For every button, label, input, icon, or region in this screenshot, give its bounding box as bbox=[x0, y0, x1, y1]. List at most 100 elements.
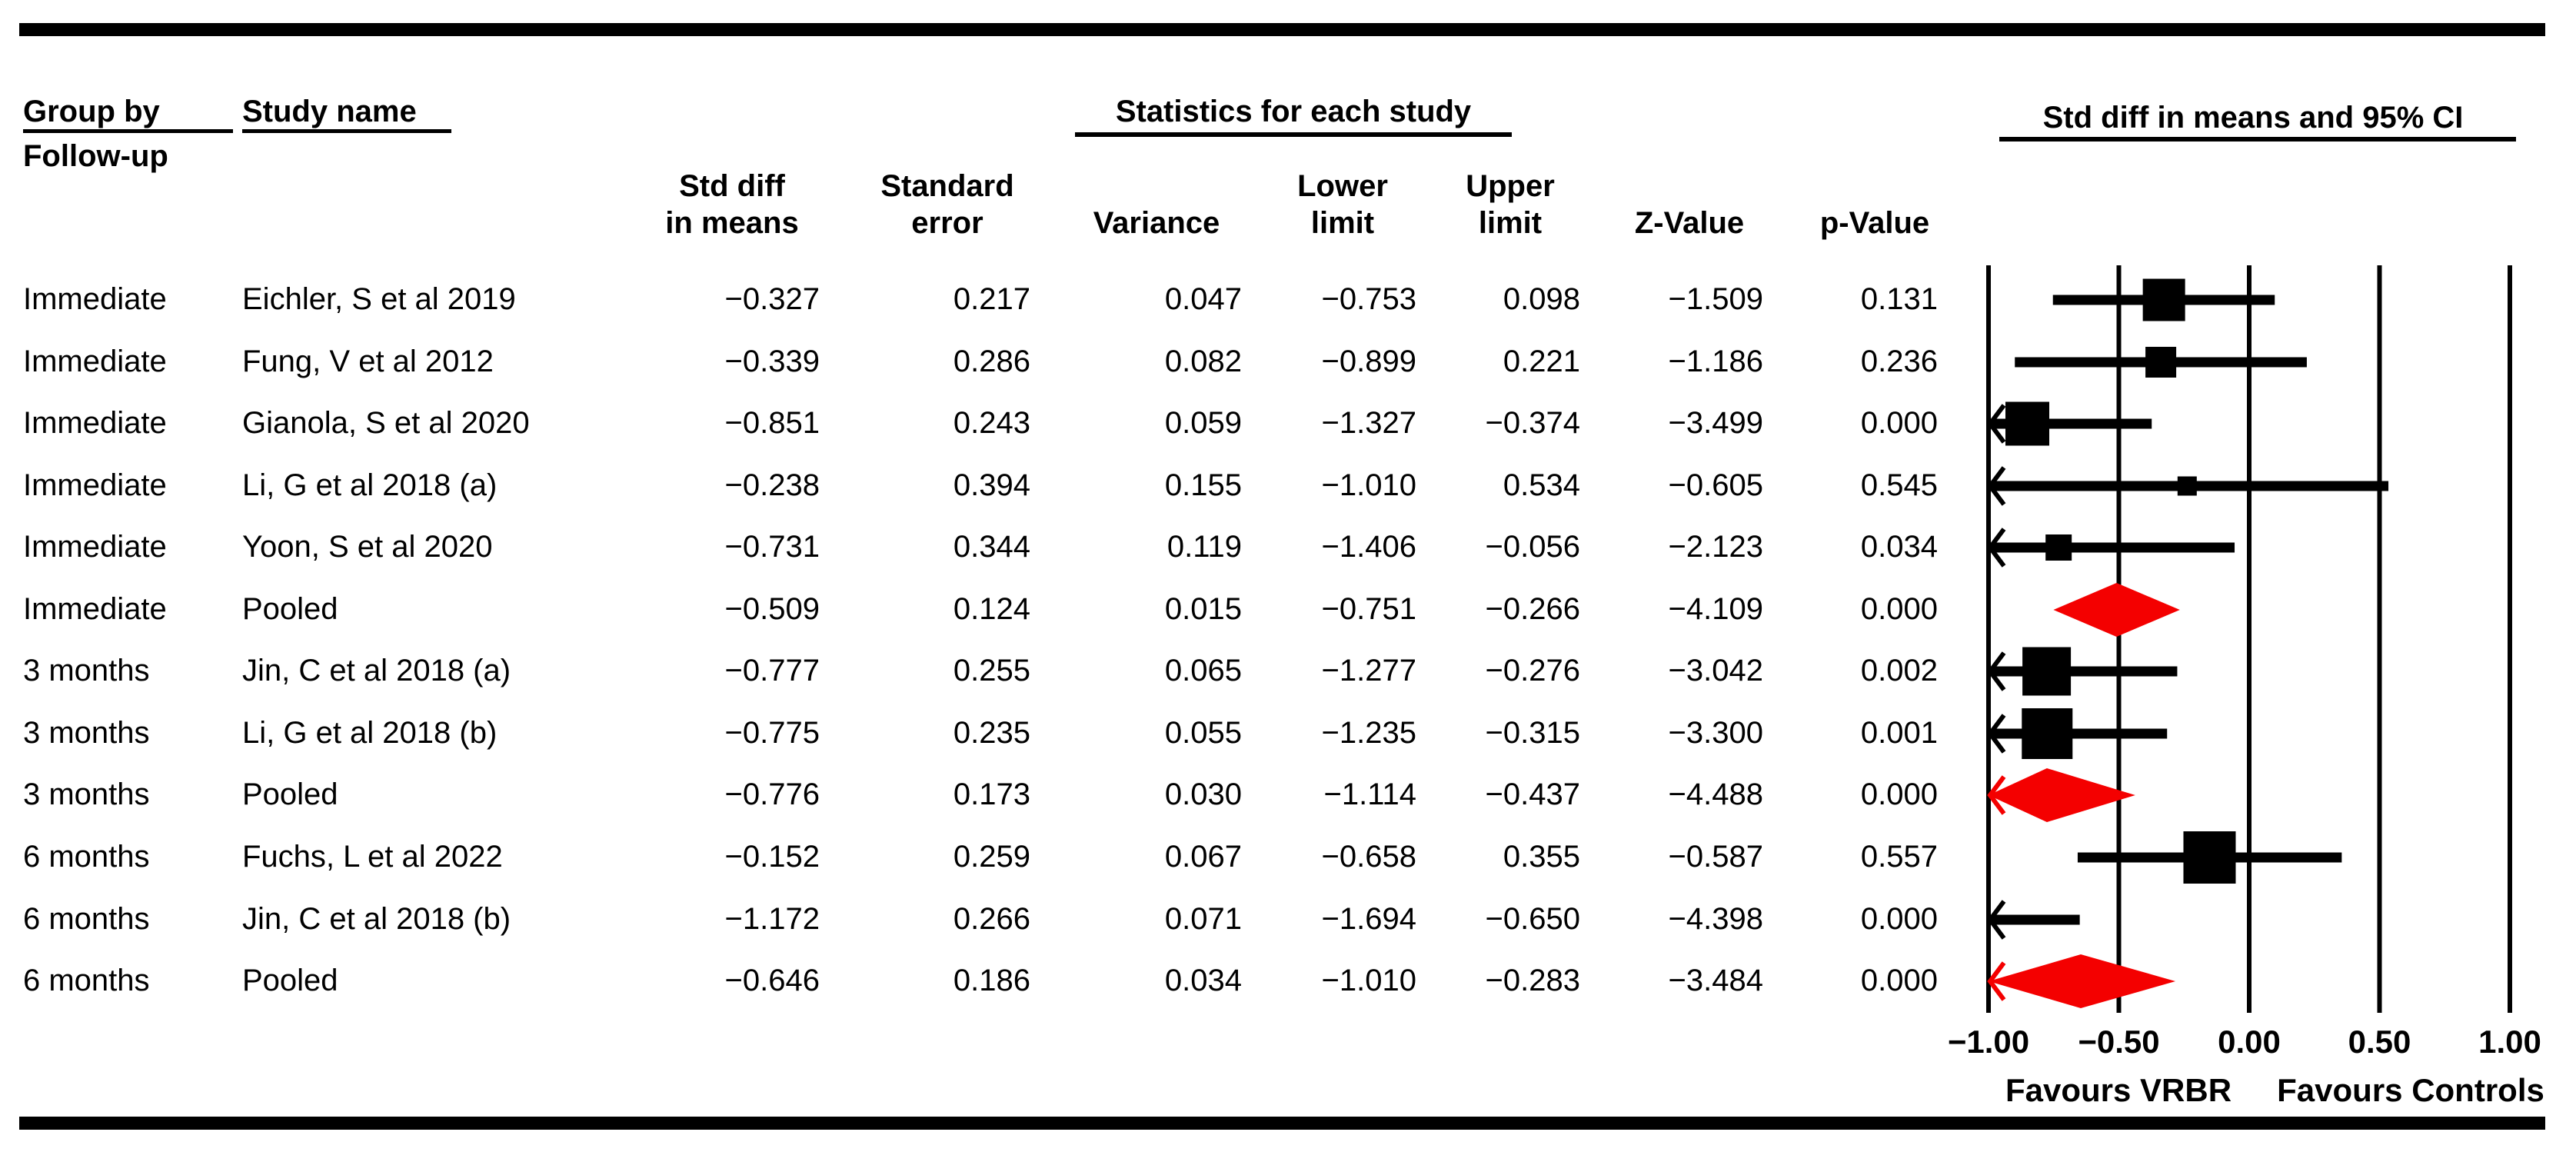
stat-cell: −0.327 bbox=[724, 282, 820, 316]
stat-cell: 0.119 bbox=[1167, 530, 1242, 564]
clip-arrow-icon bbox=[1987, 714, 2006, 754]
column-header-line2: limit bbox=[1310, 206, 1375, 240]
group-cell: 6 months bbox=[23, 964, 150, 997]
stat-cell: −0.658 bbox=[1321, 840, 1416, 874]
stat-cell: −1.010 bbox=[1321, 468, 1416, 502]
pooled-diamond bbox=[1989, 954, 2176, 1008]
stat-cell: 0.034 bbox=[1860, 530, 1938, 564]
group-cell: 3 months bbox=[23, 716, 150, 750]
effect-square bbox=[2005, 401, 2050, 446]
column-header-line1: Upper bbox=[1466, 169, 1555, 203]
top-rule bbox=[19, 23, 2545, 36]
group-cell: 6 months bbox=[23, 840, 150, 874]
group-cell: Immediate bbox=[23, 345, 167, 378]
stat-cell: 0.255 bbox=[953, 654, 1030, 688]
stat-cell: 0.055 bbox=[1164, 716, 1242, 750]
stat-cell: −0.238 bbox=[724, 468, 820, 502]
stat-cell: 0.000 bbox=[1860, 964, 1938, 997]
stat-cell: −1.114 bbox=[1323, 777, 1417, 811]
stat-cell: 0.124 bbox=[953, 592, 1030, 626]
stat-cell: −0.276 bbox=[1485, 654, 1580, 688]
group-cell: Immediate bbox=[23, 282, 167, 316]
stat-cell: −1.406 bbox=[1321, 530, 1416, 564]
stat-cell: 0.131 bbox=[1860, 282, 1938, 316]
clip-arrow-icon bbox=[1987, 528, 2006, 568]
stat-cell: 0.266 bbox=[953, 902, 1030, 936]
group-cell: Immediate bbox=[23, 406, 167, 440]
stat-cell: −3.484 bbox=[1668, 964, 1763, 997]
study-name-header: Study name bbox=[242, 95, 417, 128]
stat-cell: −1.186 bbox=[1668, 345, 1763, 378]
effect-square bbox=[2183, 831, 2236, 884]
group-cell: 3 months bbox=[23, 777, 150, 811]
stat-cell: −1.010 bbox=[1321, 964, 1416, 997]
stat-cell: −3.300 bbox=[1668, 716, 1763, 750]
stat-cell: −0.152 bbox=[724, 840, 820, 874]
stat-cell: −0.899 bbox=[1321, 345, 1416, 378]
column-header-line1: Lower bbox=[1297, 169, 1388, 203]
stat-cell: 0.236 bbox=[1860, 345, 1938, 378]
effect-square bbox=[2142, 278, 2185, 321]
stat-cell: 0.155 bbox=[1164, 468, 1242, 502]
stat-cell: 0.030 bbox=[1164, 777, 1242, 811]
stat-cell: 0.001 bbox=[1860, 716, 1938, 750]
study-cell: Pooled bbox=[242, 777, 338, 811]
group-cell: 6 months bbox=[23, 902, 150, 936]
stat-cell: 0.355 bbox=[1503, 840, 1580, 874]
stat-cell: 0.173 bbox=[953, 777, 1030, 811]
study-cell: Gianola, S et al 2020 bbox=[242, 406, 530, 440]
column-header-line2: Z-Value bbox=[1634, 206, 1745, 240]
clip-arrow-icon bbox=[1987, 961, 2006, 1001]
stat-cell: 0.217 bbox=[953, 282, 1030, 316]
stats-panel-underline bbox=[1075, 132, 1512, 137]
stat-cell: −1.277 bbox=[1321, 654, 1416, 688]
stat-cell: 0.098 bbox=[1503, 282, 1580, 316]
stat-cell: 0.082 bbox=[1164, 345, 1242, 378]
stat-cell: −0.775 bbox=[724, 716, 820, 750]
ci-panel-underline bbox=[1999, 137, 2516, 142]
stat-cell: −0.509 bbox=[724, 592, 820, 626]
pooled-diamond bbox=[2053, 583, 2180, 637]
study-cell: Eichler, S et al 2019 bbox=[242, 282, 516, 316]
stat-cell: 0.000 bbox=[1860, 406, 1938, 440]
stat-cell: 0.243 bbox=[953, 406, 1030, 440]
effect-square bbox=[2045, 534, 2072, 561]
stat-cell: −3.499 bbox=[1668, 406, 1763, 440]
stat-cell: −0.650 bbox=[1485, 902, 1580, 936]
stat-cell: 0.235 bbox=[953, 716, 1030, 750]
stat-cell: −1.694 bbox=[1321, 902, 1416, 936]
study-cell: Li, G et al 2018 (a) bbox=[242, 468, 498, 502]
column-header-line2: error bbox=[911, 206, 983, 240]
stat-cell: 0.047 bbox=[1164, 282, 1242, 316]
stat-cell: 0.071 bbox=[1164, 902, 1242, 936]
axis-tick-label: −1.00 bbox=[1947, 1024, 2030, 1060]
stat-cell: −0.437 bbox=[1485, 777, 1580, 811]
effect-square bbox=[2022, 647, 2072, 696]
axis-tick-label: 0.50 bbox=[2348, 1024, 2411, 1060]
group-cell: Immediate bbox=[23, 530, 167, 564]
study-cell: Yoon, S et al 2020 bbox=[242, 530, 493, 564]
stat-cell: −1.327 bbox=[1321, 406, 1416, 440]
study-cell: Fuchs, L et al 2022 bbox=[242, 840, 503, 874]
stat-cell: 0.344 bbox=[953, 530, 1030, 564]
stat-cell: −0.266 bbox=[1485, 592, 1580, 626]
study-name-underline bbox=[242, 129, 451, 133]
axis-tick-label: 0.00 bbox=[2218, 1024, 2281, 1060]
stat-cell: 0.259 bbox=[953, 840, 1030, 874]
stat-cell: −0.587 bbox=[1668, 840, 1763, 874]
stat-cell: −0.339 bbox=[724, 345, 820, 378]
effect-square bbox=[2022, 708, 2073, 759]
group-cell: Immediate bbox=[23, 592, 167, 626]
stat-cell: 0.015 bbox=[1164, 592, 1242, 626]
stat-cell: 0.534 bbox=[1503, 468, 1580, 502]
stat-cell: 0.557 bbox=[1860, 840, 1938, 874]
stat-cell: −4.398 bbox=[1668, 902, 1763, 936]
stat-cell: −4.488 bbox=[1668, 777, 1763, 811]
stat-cell: −0.777 bbox=[724, 654, 820, 688]
stat-cell: 0.034 bbox=[1164, 964, 1242, 997]
stat-cell: 0.065 bbox=[1164, 654, 1242, 688]
pooled-diamond bbox=[1989, 768, 2135, 822]
stat-cell: −0.753 bbox=[1321, 282, 1416, 316]
clip-arrow-icon bbox=[1987, 900, 2006, 940]
